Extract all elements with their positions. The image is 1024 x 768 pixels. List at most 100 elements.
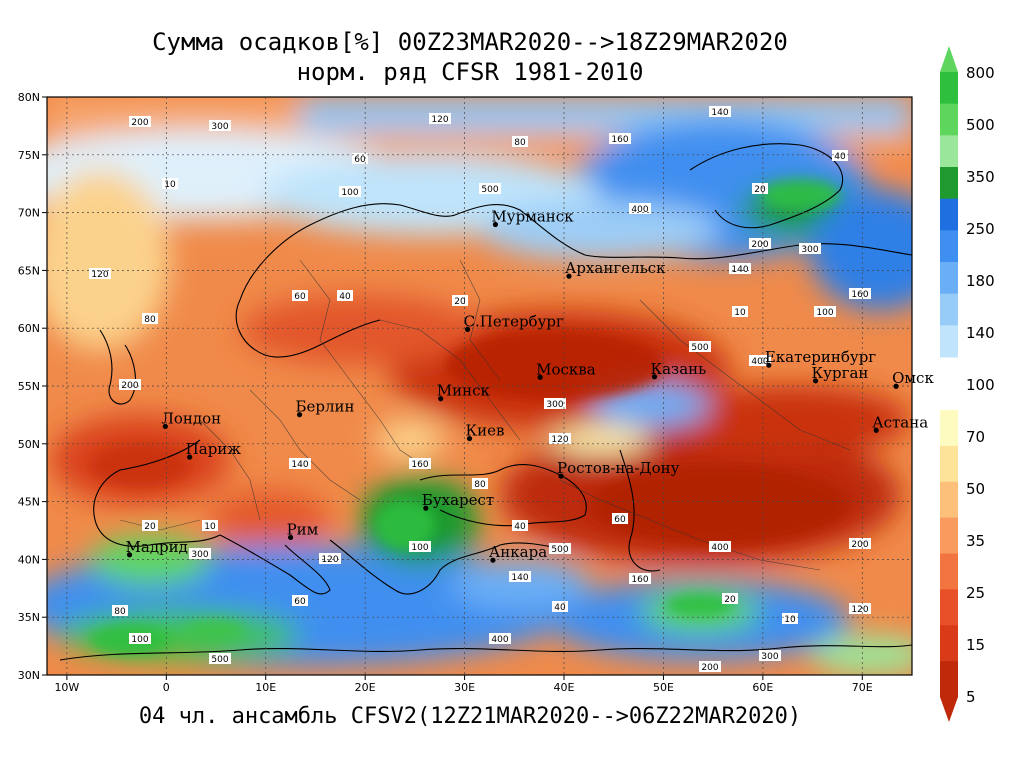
contour-label-box [189, 548, 211, 559]
lat-tick-label: 75N [18, 149, 40, 162]
contour-label: 200 [701, 663, 718, 673]
contour-label-box [142, 520, 158, 531]
contour-label: 160 [611, 135, 628, 145]
colorbar-label: 25 [966, 584, 985, 602]
contour-label: 10 [164, 180, 176, 190]
city-label: Киев [466, 422, 505, 440]
contour-label-box [849, 288, 871, 299]
contour-label-box [209, 120, 231, 131]
city-dot [566, 273, 572, 279]
contour-labels: 200 300 120 140 160 80 60 40 20 10 100 500 400 200 300… [89, 106, 871, 673]
contour-label-box [729, 263, 751, 274]
colorbar-swatch [940, 553, 958, 590]
contour-label: 80 [144, 315, 156, 325]
colorbar-label: 100 [966, 376, 995, 394]
contour-label-box [112, 605, 128, 616]
contour-label-box [292, 595, 308, 606]
contour-label-box [409, 541, 431, 552]
contour-label: 500 [211, 655, 228, 665]
city-label: Ростов-на-Дону [557, 459, 680, 477]
contour-label-box [544, 398, 566, 409]
lon-tick-label: 10W [54, 681, 79, 694]
contour-label: 140 [711, 108, 728, 118]
colorbar-label: 5 [966, 688, 976, 706]
city-dot [873, 427, 879, 433]
contour-label-box [319, 553, 341, 564]
contour-label-box [732, 306, 748, 317]
contour-label: 120 [851, 605, 868, 615]
colorbar-swatch [940, 325, 958, 358]
lat-tick-label: 70N [18, 207, 40, 220]
lon-tick-label: 50E [653, 681, 674, 694]
colorbar-label: 140 [966, 324, 995, 342]
colorbar-label: 500 [966, 116, 995, 134]
contour-label: 160 [851, 290, 868, 300]
colorbar-swatch [940, 481, 958, 519]
map-footer: 04 чл. ансамбль CFSV2(12Z21MAR2020-->06Z… [138, 704, 802, 729]
colorbar-label: 70 [966, 428, 985, 446]
contour-label: 300 [546, 400, 563, 410]
colorbar-swatch [940, 167, 958, 200]
contour-label: 40 [514, 522, 526, 532]
contour-label-box [89, 268, 111, 279]
contour-label: 60 [294, 597, 306, 607]
contour-label-box [337, 290, 353, 301]
contour-label: 300 [801, 245, 818, 255]
city-label: С.Петербург [464, 312, 564, 330]
city-label: Екатеринбург [765, 348, 876, 366]
coastlines [59, 143, 912, 661]
lon-tick-label: 60E [752, 681, 773, 694]
contour-label-box [549, 543, 571, 554]
colorbar-swatch [940, 410, 958, 447]
contour-label: 20 [144, 522, 156, 532]
contour-label-box [749, 355, 771, 366]
city-dot [162, 423, 168, 430]
city-label: Москва [536, 360, 596, 378]
contour-label: 300 [191, 550, 208, 560]
city-label: Архангельск [565, 259, 666, 277]
lon-tick-label: 70E [852, 681, 873, 694]
contour-label-box [814, 306, 836, 317]
contour-label-box [752, 183, 768, 194]
contour-label: 120 [551, 435, 568, 445]
contour-label: 140 [731, 265, 748, 275]
contour-label: 120 [431, 115, 448, 125]
lat-tick-label: 55N [18, 380, 40, 393]
contour-label: 500 [551, 545, 568, 555]
colorbar-label: 35 [966, 532, 985, 550]
contour-label-box [849, 538, 871, 549]
contour-label-box [119, 379, 141, 390]
contour-label: 500 [691, 343, 708, 353]
city-dot [296, 412, 303, 418]
contour-label-box [782, 613, 798, 624]
city-label: Мадрид [126, 538, 188, 556]
contour-label-box [202, 520, 218, 531]
contour-label: 10 [734, 308, 746, 318]
lon-tick-label: 10E [255, 681, 276, 694]
colorbar-swatch [940, 661, 958, 698]
lat-tick-label: 45N [18, 496, 40, 509]
map-title-line2: норм. ряд CFSR 1981-2010 [296, 58, 644, 86]
contour-label: 120 [321, 555, 338, 565]
city-dot [893, 383, 899, 389]
contour-label-box [472, 478, 488, 489]
contour-label: 80 [474, 480, 486, 490]
contour-label-box [609, 133, 631, 144]
city-label: Курган [812, 364, 869, 382]
contour-label-box [352, 153, 368, 164]
longitude-ticks: 10W 0 10E 20E 30E 40E 50E 60E 70E [54, 675, 873, 694]
city-dot [287, 534, 294, 541]
lon-tick-label: 30E [454, 681, 475, 694]
contour-label-box [552, 601, 568, 612]
contour-label: 200 [851, 540, 868, 550]
contour-label: 10 [204, 522, 216, 532]
contour-label: 40 [834, 152, 846, 162]
colorbar-label: 350 [966, 168, 995, 186]
colorbar-swatch [940, 72, 958, 105]
city-label: Мурманск [491, 208, 574, 226]
contour-label-box [709, 541, 731, 552]
contour-label-box [512, 520, 528, 531]
city-dot [187, 454, 193, 460]
contour-label: 140 [511, 573, 528, 583]
contour-label: 300 [211, 122, 228, 132]
